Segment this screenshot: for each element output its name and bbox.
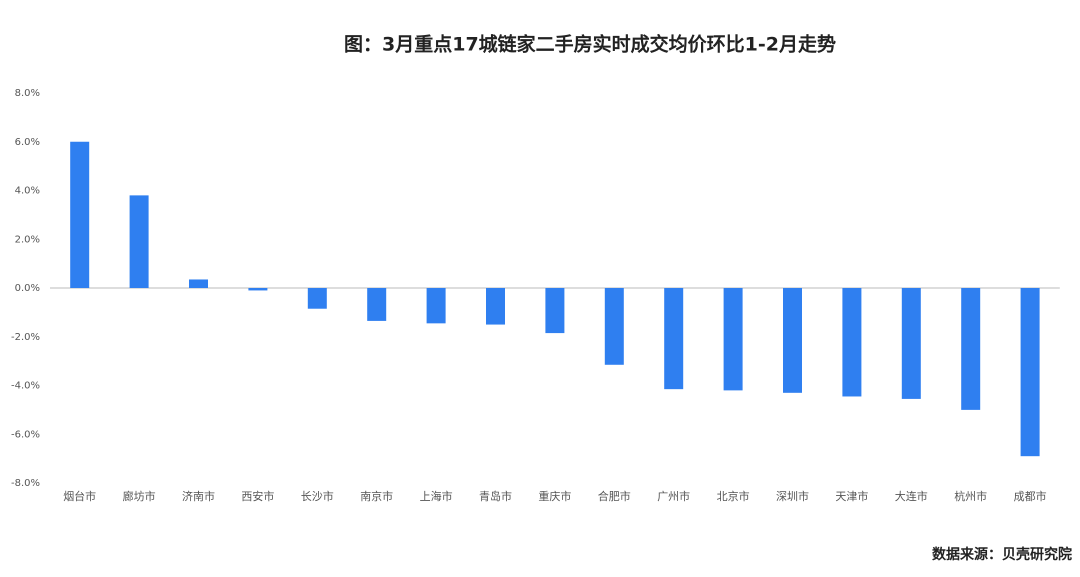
x-tick-label: 上海市 [420,489,453,503]
bar [783,288,802,393]
x-tick-label: 青岛市 [479,489,512,503]
bar [723,288,743,391]
bar [426,288,446,324]
y-tick-label: -2.0% [11,332,40,343]
y-tick-label: -4.0% [11,381,40,392]
x-tick-label: 广州市 [657,489,690,503]
y-tick-label: 0.0% [15,283,40,294]
x-tick-label: 成都市 [1014,489,1047,503]
x-tick-label: 深圳市 [776,489,809,503]
y-tick-label: -8.0% [11,478,40,489]
x-tick-label: 重庆市 [538,489,571,503]
bar [189,279,208,288]
bar [842,288,862,397]
bar [486,288,505,325]
y-tick-label: -6.0% [11,429,40,440]
x-tick-label: 天津市 [835,489,868,503]
x-tick-label: 北京市 [717,489,750,503]
y-tick-label: 6.0% [15,137,40,148]
bar [70,141,90,288]
x-tick-label: 廊坊市 [123,489,156,503]
x-tick-label: 合肥市 [598,489,631,503]
x-tick-label: 西安市 [241,489,274,503]
bar [961,288,981,410]
x-tick-label: 烟台市 [63,489,96,503]
x-tick-label: 大连市 [895,489,928,503]
bar [901,288,921,399]
x-tick-label: 长沙市 [301,489,334,503]
source-note: 数据来源：贝壳研究院 [932,546,1072,563]
bar [1020,288,1040,457]
bar [307,288,327,309]
bar [604,288,624,365]
bar [545,288,565,334]
y-tick-label: 2.0% [15,234,40,245]
bar [664,288,684,390]
x-tick-label: 南京市 [360,489,393,503]
x-tick-label: 济南市 [182,489,215,503]
bar [129,195,149,288]
bar [367,288,387,321]
x-tick-label: 杭州市 [954,489,987,503]
y-tick-label: 4.0% [15,186,40,197]
chart-title: 图：3月重点17城链家二手房实时成交均价环比1-2月走势 [344,33,836,56]
y-tick-label: 8.0% [15,88,40,99]
bar [248,288,268,291]
